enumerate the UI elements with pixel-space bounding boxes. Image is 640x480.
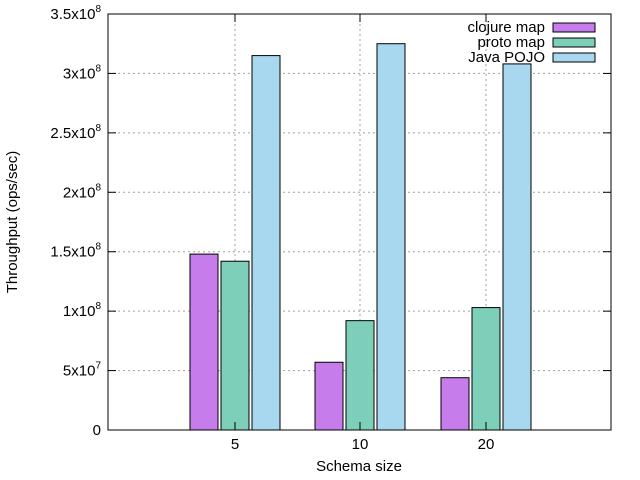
bar-java-pojo <box>251 55 281 431</box>
x-axis-title: Schema size <box>316 458 402 475</box>
legend-label: clojure map <box>467 19 545 36</box>
y-tick-label: 2.5x108 <box>50 123 101 142</box>
legend-swatch <box>552 52 596 63</box>
legend-swatch <box>552 37 596 48</box>
bar-clojure-map <box>314 361 344 431</box>
bar-java-pojo <box>502 63 532 431</box>
bar-proto-map <box>220 260 250 431</box>
legend-label: proto map <box>477 34 545 51</box>
bar-clojure-map <box>440 377 470 431</box>
bar-clojure-map <box>189 253 219 431</box>
y-tick-label: 0 <box>93 422 101 439</box>
bar-java-pojo <box>376 43 406 431</box>
legend-label: Java POJO <box>468 49 545 66</box>
x-tick-label: 10 <box>352 436 369 453</box>
y-tick-label: 1x108 <box>63 301 102 320</box>
bars-group <box>189 43 532 431</box>
legend-swatch <box>552 22 596 33</box>
ticks-group: 0 5x107 1x108 1.5x108 2x108 2.5x108 3x108 3.5x1… <box>50 4 611 453</box>
x-tick-label: 20 <box>478 436 495 453</box>
y-tick-label: 5x107 <box>63 361 102 380</box>
y-tick-label: 3x108 <box>63 63 102 82</box>
y-tick-label: 3.5x108 <box>50 4 101 23</box>
x-tick-label: 5 <box>231 436 239 453</box>
y-tick-label: 2x108 <box>63 182 102 201</box>
y-axis-title: Throughput (ops/sec) <box>4 151 21 294</box>
y-tick-label: 1.5x108 <box>50 242 101 261</box>
bar-proto-map <box>345 320 375 431</box>
bar-proto-map <box>471 307 501 431</box>
